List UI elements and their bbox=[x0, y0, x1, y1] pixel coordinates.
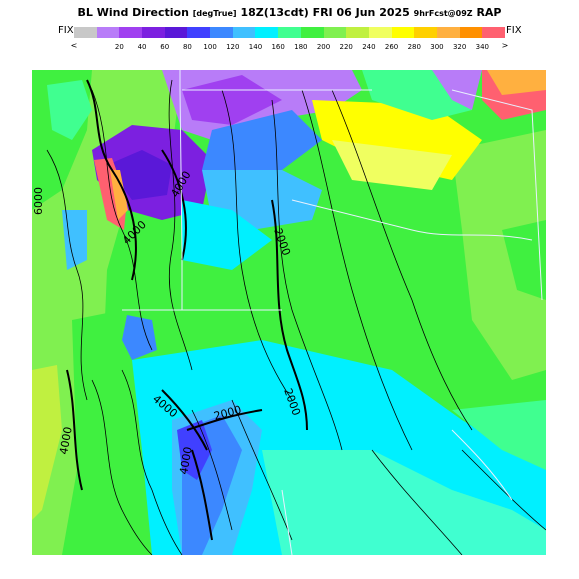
field-purple-top bbox=[182, 75, 282, 125]
legend-swatch bbox=[278, 27, 302, 38]
legend-swatch bbox=[164, 27, 188, 38]
legend-swatch bbox=[436, 27, 461, 38]
legend-swatch bbox=[323, 27, 347, 38]
field-east-yellowgreen bbox=[452, 130, 546, 380]
field-sw-yellow bbox=[32, 365, 62, 520]
contour-line bbox=[371, 449, 463, 555]
field-aqua-top bbox=[182, 200, 272, 270]
contour-line bbox=[231, 399, 293, 541]
legend-swatch bbox=[391, 27, 415, 38]
color-legend: FIX FIX < > 20 40 60 80 100 120 140 160 180 200 22… bbox=[0, 22, 579, 56]
legend-tick-label: 160 bbox=[271, 43, 285, 51]
field-east-green-patch bbox=[502, 220, 546, 300]
legend-tick-label: 340 bbox=[475, 43, 489, 51]
legend-swatch bbox=[96, 27, 120, 38]
legend-fix-left: FIX bbox=[58, 25, 74, 36]
state-boundary bbox=[451, 429, 513, 501]
legend-swatch bbox=[368, 27, 393, 38]
legend-swatch bbox=[255, 27, 279, 38]
legend-arrow-left: < bbox=[70, 41, 78, 50]
legend-tick-label: 280 bbox=[407, 43, 421, 51]
legend-tick-label: 200 bbox=[316, 43, 331, 51]
field-west-yellowgreen bbox=[32, 70, 182, 555]
legend-swatch bbox=[119, 27, 143, 38]
legend-swatch bbox=[232, 27, 256, 38]
title-units: [degTrue] bbox=[192, 9, 237, 18]
contour-label: 4000 bbox=[57, 426, 75, 456]
field-nw-blobs bbox=[47, 80, 92, 140]
contour-bold bbox=[191, 449, 213, 541]
legend-tick-label: 260 bbox=[384, 43, 399, 51]
field-blue-patch-mid bbox=[122, 315, 157, 360]
field-aqua-east bbox=[452, 400, 546, 470]
contour-line bbox=[121, 369, 183, 555]
legend-fix-right: FIX bbox=[506, 25, 522, 36]
chart-title: BL Wind Direction [degTrue] 18Z(13cdt) F… bbox=[0, 6, 579, 19]
field-lightyellow-north bbox=[332, 140, 452, 190]
legend-tick-label: 300 bbox=[430, 43, 444, 51]
contour-line bbox=[91, 89, 153, 351]
contour-bold bbox=[161, 149, 187, 261]
legend-tick-label: 180 bbox=[294, 43, 308, 51]
contour-label: 6000 bbox=[32, 187, 45, 215]
contour-line bbox=[301, 89, 413, 451]
contour-line bbox=[331, 89, 473, 431]
field-lightaqua-south bbox=[262, 450, 546, 555]
legend-swatch bbox=[74, 27, 98, 38]
contour-line bbox=[271, 99, 343, 451]
contour-line bbox=[168, 79, 193, 371]
legend-swatch bbox=[142, 27, 166, 38]
field-orange-ne bbox=[487, 70, 546, 95]
legend-tick-label: 60 bbox=[160, 43, 170, 51]
legend-swatch bbox=[210, 27, 234, 38]
field-blue-top bbox=[202, 110, 322, 180]
title-main: BL Wind Direction bbox=[77, 6, 189, 19]
contour-line bbox=[461, 449, 546, 531]
legend-swatch bbox=[414, 27, 438, 38]
title-model: RAP bbox=[476, 6, 502, 19]
legend-tick-label: 320 bbox=[452, 43, 467, 51]
legend-arrow-right: > bbox=[501, 41, 509, 50]
contour-bold bbox=[271, 199, 308, 431]
contour-line bbox=[46, 149, 88, 401]
legend-tick-label: 20 bbox=[114, 43, 124, 51]
field-lightblue-patch-w bbox=[62, 210, 87, 270]
legend-swatch bbox=[346, 27, 370, 38]
legend-tick-label: 240 bbox=[362, 43, 376, 51]
field-orange-nw bbox=[110, 170, 128, 220]
contour-bold bbox=[86, 79, 137, 281]
legend-swatch bbox=[300, 27, 324, 38]
contour-label: 4000 bbox=[177, 446, 195, 476]
legend-tick-label: 140 bbox=[248, 43, 263, 51]
legend-swatch bbox=[482, 27, 506, 38]
contour-bold bbox=[66, 369, 83, 491]
contour-line bbox=[221, 89, 293, 401]
legend-tick-label: 100 bbox=[203, 43, 217, 51]
state-boundary bbox=[291, 199, 533, 241]
legend-tick-label: 40 bbox=[137, 43, 147, 51]
contour-bold bbox=[186, 409, 263, 431]
legend-tick-label: 220 bbox=[339, 43, 353, 51]
state-boundary bbox=[179, 70, 183, 310]
legend-tick-label: 120 bbox=[226, 43, 240, 51]
contour-line bbox=[191, 409, 233, 531]
title-time: 18Z(13cdt) FRI 06 Jun 2025 bbox=[240, 6, 410, 19]
contour-line bbox=[91, 379, 153, 555]
title-forecast: 9hrFcst@09Z bbox=[413, 9, 473, 18]
state-boundary bbox=[281, 489, 293, 555]
legend-swatch bbox=[459, 27, 483, 38]
contour-bold bbox=[161, 389, 208, 451]
legend-swatch bbox=[187, 27, 211, 38]
state-boundary bbox=[451, 89, 543, 301]
field-lavender-ne bbox=[432, 70, 482, 110]
legend-tick-label: 80 bbox=[182, 43, 192, 51]
